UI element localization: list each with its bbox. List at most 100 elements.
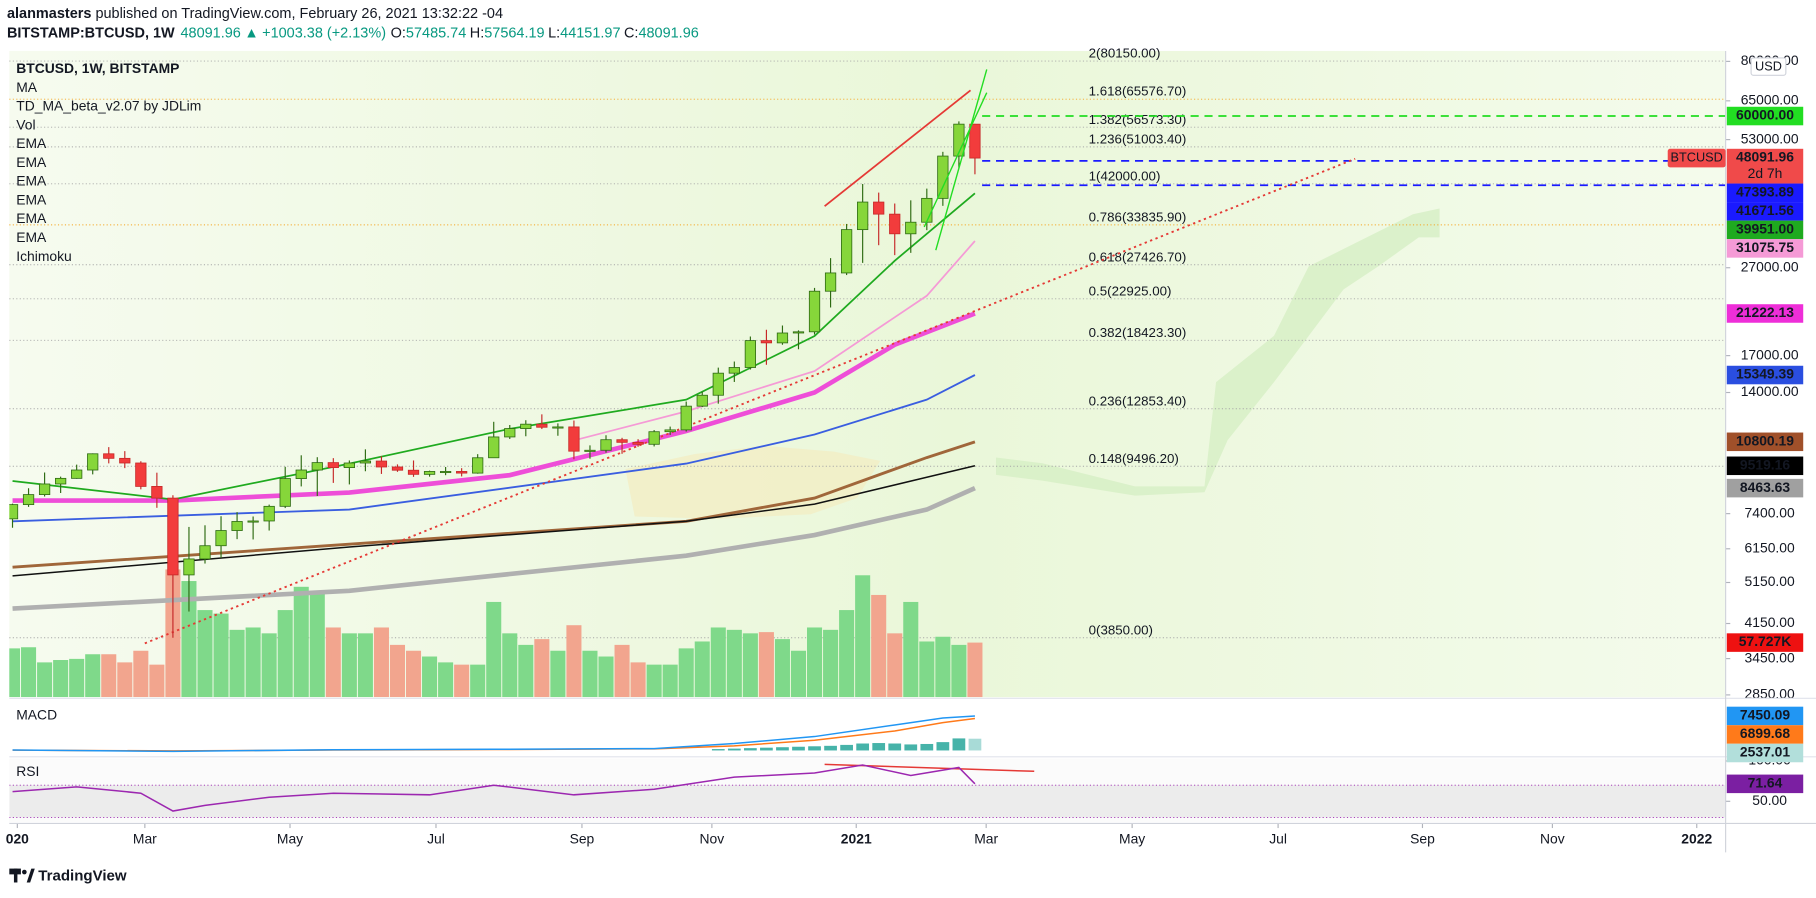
candle-body	[167, 497, 179, 576]
volume-bar	[694, 641, 710, 698]
volume-badge-label: 57.727K	[1739, 633, 1791, 649]
price-badge	[1726, 706, 1804, 726]
fib-label: 0.618(27426.70)	[1089, 249, 1187, 264]
volume-bar	[293, 586, 309, 698]
candle-body	[744, 340, 756, 368]
channel-line	[923, 92, 988, 228]
candle-body	[568, 426, 580, 452]
candle-body	[199, 545, 211, 560]
volume-bar	[357, 633, 373, 698]
candle-body	[712, 372, 724, 396]
histogram-bar	[808, 746, 821, 751]
candle-body	[857, 201, 869, 231]
price-badge-label: 31075.75	[1736, 239, 1794, 255]
volume-bar	[21, 647, 37, 698]
ohlc-value: 57564.19	[484, 25, 544, 41]
volume-bar	[422, 656, 438, 698]
price-badge	[1726, 183, 1804, 203]
ohlc-key: C:	[624, 25, 638, 41]
volume-bar	[470, 664, 486, 698]
author: alanmasters	[7, 6, 91, 22]
volume-bar	[101, 654, 117, 698]
price-badge	[1726, 106, 1804, 126]
volume-bar	[807, 627, 823, 698]
volume-bar	[919, 641, 935, 698]
line	[12, 486, 976, 611]
volume-bar	[133, 650, 149, 698]
volume-bar	[261, 633, 277, 698]
candle-body	[9, 504, 19, 520]
legend-item: TD_MA_beta_v2.07 by JDLim	[16, 98, 201, 114]
candle-body	[504, 428, 516, 438]
volume-bar	[341, 633, 357, 698]
x-tick-label: 020	[6, 830, 29, 846]
legend-item: EMA	[16, 154, 47, 170]
histogram-bar	[856, 743, 870, 751]
candle-body	[215, 530, 227, 547]
volume-bar	[69, 658, 85, 698]
x-tick-label: Jul	[427, 830, 445, 846]
candle-body	[38, 483, 51, 496]
candle-body	[472, 457, 484, 474]
drawings	[824, 69, 1035, 773]
volume-bar	[197, 610, 213, 698]
candle-body	[87, 453, 99, 471]
x-tick-label: Sep	[570, 830, 595, 846]
volume-bar	[277, 610, 293, 698]
price-badge-label: 47393.89	[1736, 183, 1794, 199]
arrow: ▲	[244, 25, 258, 41]
histogram-bar	[744, 748, 757, 751]
volume-bar	[454, 664, 470, 698]
volume-bar	[117, 662, 133, 698]
macd-pane	[12, 715, 982, 753]
volume-bar	[389, 644, 406, 698]
y-tick-label: 53000.00	[1741, 130, 1799, 146]
candle-body	[969, 123, 981, 159]
histogram-bar	[952, 738, 966, 751]
candle-body	[824, 272, 837, 292]
volume-bar	[871, 594, 887, 698]
change: +1003.38 (+2.13%)	[262, 25, 386, 41]
volume-bar	[614, 644, 630, 698]
candle-body	[873, 201, 885, 215]
candle-body	[905, 221, 917, 235]
volume-bar	[486, 601, 502, 698]
candle-body	[536, 423, 548, 428]
candle-body	[840, 229, 853, 274]
legend-item: EMA	[16, 229, 47, 245]
volume-bar	[903, 601, 919, 698]
volume-bar	[181, 581, 197, 698]
candle-body	[808, 290, 821, 333]
volume-bar	[37, 662, 53, 698]
price-badge-label: 39951.00	[1736, 221, 1794, 237]
candle-body	[119, 457, 131, 464]
volume-bar	[646, 664, 662, 698]
candle-body	[728, 367, 740, 374]
histogram-bar	[824, 745, 837, 751]
symbol-line: BITSTAMP:BTCUSD, 1W 48091.96 ▲ +1003.38 (+2…	[7, 25, 699, 41]
volume-bar	[85, 654, 101, 698]
candle-body	[889, 213, 901, 235]
volume-bar	[566, 625, 582, 698]
volume-bar	[373, 627, 389, 698]
x-tick-label: Nov	[1540, 830, 1565, 846]
fib-label: 1.236(51003.40)	[1089, 131, 1187, 146]
candle-body	[552, 426, 564, 429]
logo-part	[22, 869, 27, 875]
legend-item: Vol	[16, 116, 35, 132]
fib-label: 0.5(22925.00)	[1089, 283, 1172, 298]
x-tick-label: May	[277, 830, 303, 846]
ohlc-value: 44151.97	[560, 25, 620, 41]
histogram-bar	[727, 748, 741, 751]
candle-body	[279, 478, 291, 507]
fib-label: 1(42000.00)	[1089, 168, 1161, 183]
candle-body	[696, 394, 708, 407]
candle-body	[937, 155, 949, 199]
price-badge	[1726, 304, 1804, 323]
footer-logo	[9, 868, 35, 883]
price-badge-label: 21222.13	[1736, 304, 1794, 320]
line	[12, 465, 976, 577]
